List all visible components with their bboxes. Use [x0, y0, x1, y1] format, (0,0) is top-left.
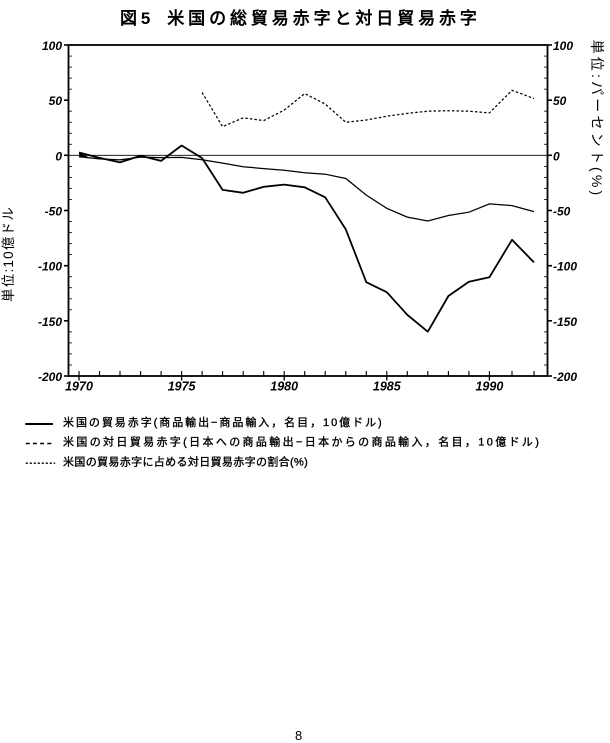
svg-text:100: 100 [553, 39, 573, 53]
svg-text:-100: -100 [38, 260, 62, 274]
svg-text:1980: 1980 [270, 380, 298, 394]
svg-text:-50: -50 [45, 205, 63, 219]
svg-text:1975: 1975 [168, 380, 197, 394]
svg-text:-100: -100 [553, 260, 577, 274]
svg-text:1985: 1985 [373, 380, 402, 394]
svg-text:-200: -200 [553, 370, 577, 384]
svg-text:1990: 1990 [475, 380, 503, 394]
svg-text:米国の貿易赤字に占める対日貿易赤字の割合(%): 米国の貿易赤字に占める対日貿易赤字の割合(%) [63, 455, 308, 469]
svg-text:0: 0 [55, 149, 62, 163]
svg-text:-150: -150 [38, 315, 62, 329]
svg-text:単位:10億ドル: 単位:10億ドル [1, 206, 16, 302]
svg-text:-50: -50 [553, 205, 571, 219]
svg-text:単位:パーセント(%): 単位:パーセント(%) [589, 40, 605, 199]
svg-text:米国の対日貿易赤字(日本への商品輸出−日本からの商品輸入，名: 米国の対日貿易赤字(日本への商品輸出−日本からの商品輸入，名目，10億ドル) [63, 435, 541, 449]
svg-text:米国の貿易赤字(商品輸出−商品輸入，名目，10億ドル): 米国の貿易赤字(商品輸出−商品輸入，名目，10億ドル) [63, 415, 384, 429]
svg-text:100: 100 [42, 39, 62, 53]
svg-text:-150: -150 [553, 315, 577, 329]
svg-text:50: 50 [553, 94, 567, 108]
svg-text:50: 50 [49, 94, 63, 108]
svg-text:0: 0 [553, 149, 560, 163]
svg-text:-200: -200 [38, 370, 62, 384]
svg-text:1970: 1970 [65, 380, 93, 394]
